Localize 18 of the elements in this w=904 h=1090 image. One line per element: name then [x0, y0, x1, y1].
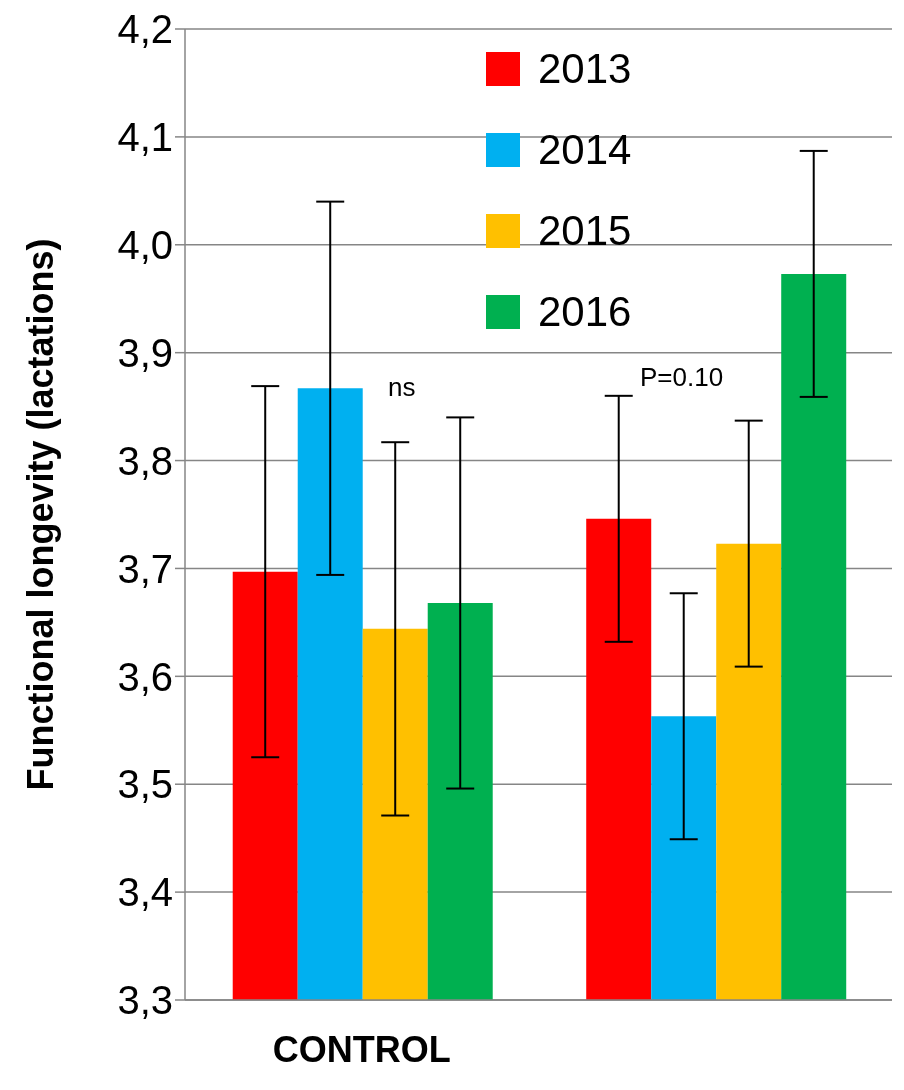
y-tick-label: 3,3 [117, 978, 173, 1023]
y-tick-label: 4,0 [117, 222, 173, 267]
legend-label: 2014 [538, 125, 632, 174]
y-tick-label: 3,9 [117, 330, 173, 375]
y-tick-label: 3,5 [117, 762, 173, 807]
legend-label: 2016 [538, 287, 632, 336]
y-axis-title: Functional longevity (lactations) [19, 238, 61, 791]
y-tick-label: 3,7 [117, 546, 173, 591]
legend-label: 2015 [538, 206, 632, 255]
legend-label: 2013 [538, 44, 632, 93]
y-tick-label: 3,6 [117, 654, 173, 699]
y-tick-label: 3,8 [117, 438, 173, 483]
y-tick-label: 4,1 [117, 115, 173, 160]
annotation: P=0.10 [640, 362, 724, 393]
annotation: ns [388, 372, 416, 403]
y-tick-label: 3,4 [117, 870, 173, 915]
x-tick-label: CONTROL [272, 1028, 451, 1070]
y-tick-label: 4,2 [117, 7, 173, 52]
